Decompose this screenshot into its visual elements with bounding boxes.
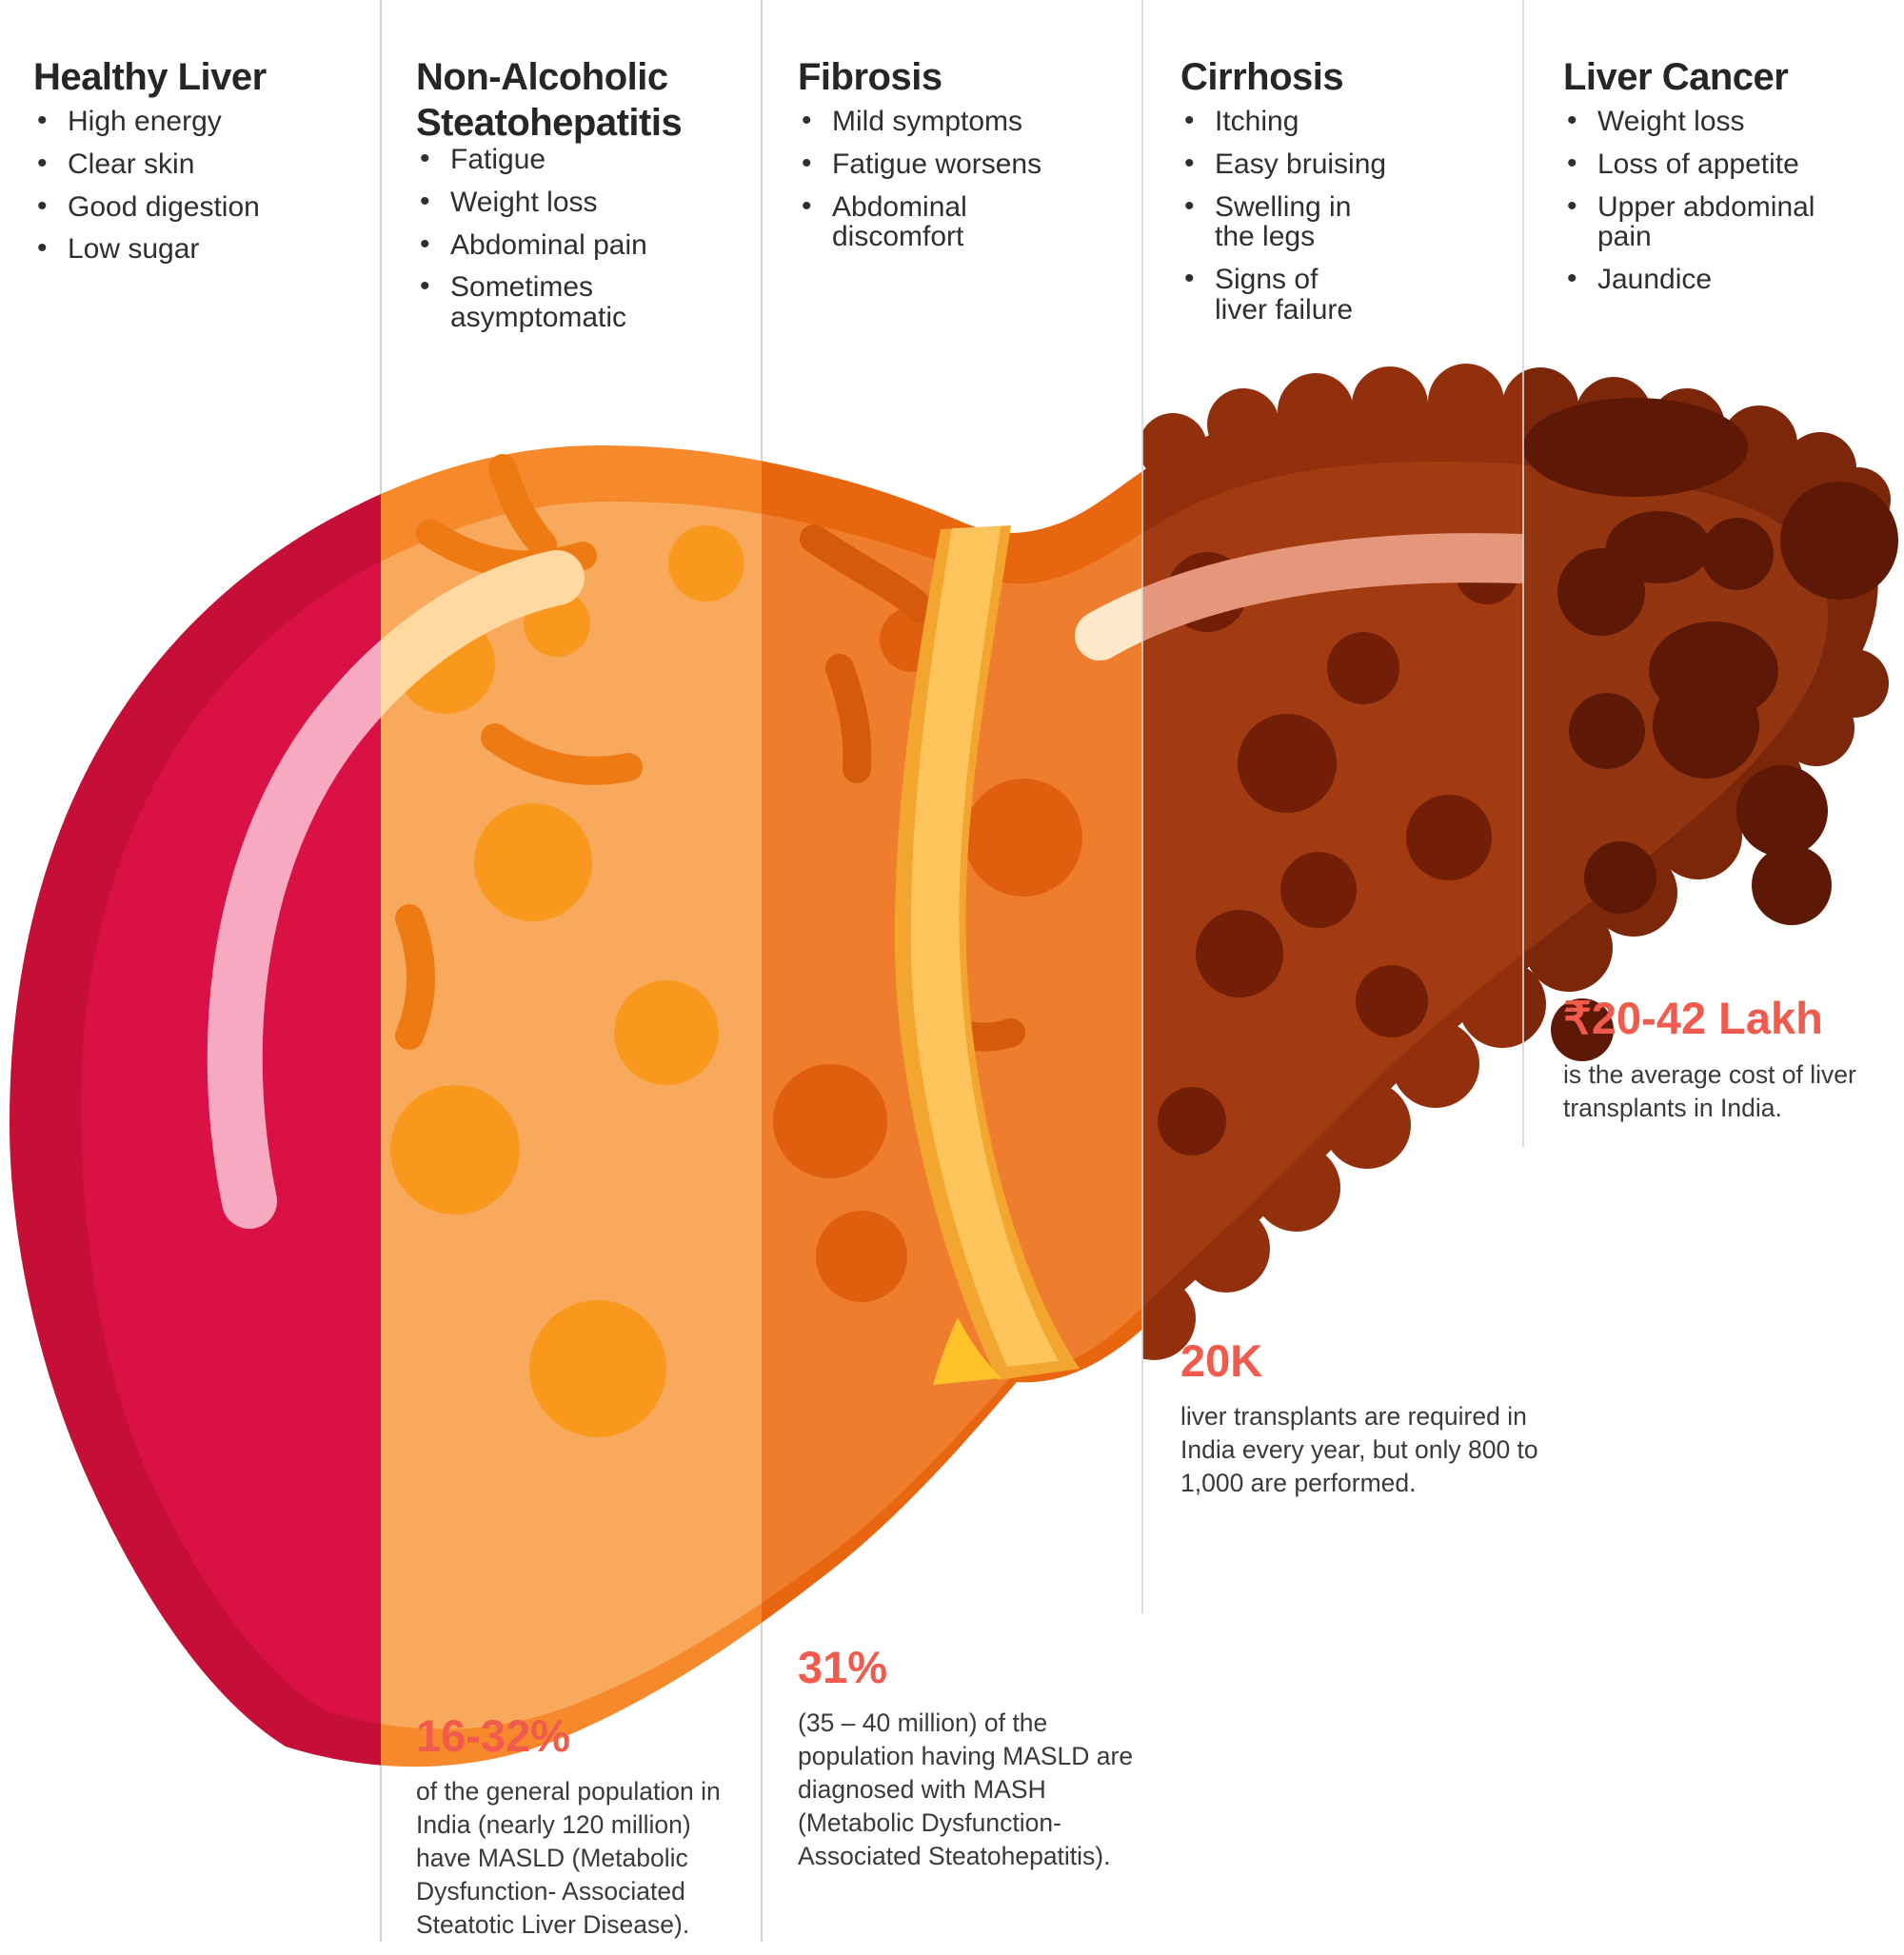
symptom-item: Itching [1180, 106, 1509, 137]
stage-title: Non-Alcoholic Steatohepatitis [416, 56, 683, 145]
symptom-item: Low sugar [33, 233, 362, 265]
stat-description: (35 – 40 million) of the population havi… [798, 1708, 1134, 1870]
stage-title: Cirrhosis [1180, 56, 1344, 99]
symptom-item: Easy bruising [1180, 148, 1509, 180]
symptom-list: Weight loss Loss of appetite Upper abdomin… [1563, 106, 1892, 307]
symptom-item: Swelling in the legs [1180, 191, 1509, 253]
symptom-item: Good digestion [33, 191, 362, 223]
symptom-item: Abdominal discomfort [798, 191, 1126, 253]
symptom-item: Upper abdominal pain [1563, 191, 1892, 253]
symptom-item: High energy [33, 106, 362, 137]
symptom-item: Weight loss [416, 187, 744, 218]
symptom-item: Clear skin [33, 148, 362, 180]
symptom-list: High energy Clear skin Good digestion Low s… [33, 106, 362, 277]
symptom-list: Fatigue Weight loss Abdominal pain Sometime… [416, 144, 744, 346]
symptom-item: Abdominal pain [416, 229, 744, 261]
stat-masld-prevalence: 16-32% of the general population in Indi… [416, 1709, 744, 1942]
stat-description: liver transplants are required in India … [1180, 1402, 1538, 1497]
symptom-item: Weight loss [1563, 106, 1892, 137]
symptom-item: Fatigue [416, 144, 744, 175]
stat-value: 31% [798, 1642, 888, 1692]
symptom-item: Signs of liver failure [1180, 264, 1509, 326]
stage-title: Healthy Liver [33, 56, 267, 99]
stat-description: is the average cost of liver transplants… [1563, 1060, 1856, 1122]
symptom-item: Jaundice [1563, 264, 1892, 295]
stat-mash-diagnosis: 31% (35 – 40 million) of the population … [798, 1641, 1152, 1873]
stat-transplants-required: 20K liver transplants are required in In… [1180, 1334, 1554, 1500]
column-divider [1522, 0, 1524, 1147]
symptom-item: Sometimes asymptomatic [416, 271, 744, 333]
column-divider [1141, 0, 1143, 1613]
liver-band-fibrosis [762, 364, 1142, 1767]
symptom-item: Loss of appetite [1563, 148, 1892, 180]
symptom-item: Fatigue worsens [798, 148, 1126, 180]
symptom-list: Itching Easy bruising Swelling in the legs… [1180, 106, 1509, 338]
stat-value: 20K [1180, 1335, 1263, 1386]
stat-value: ₹20-42 Lakh [1563, 993, 1823, 1043]
ligament-ribbon [894, 525, 1080, 1385]
stage-title: Fibrosis [798, 56, 942, 99]
symptom-list: Mild symptoms Fatigue worsens Abdominal di… [798, 106, 1126, 265]
symptom-item: Mild symptoms [798, 106, 1126, 137]
stat-transplant-cost: ₹20-42 Lakh is the average cost of liver… [1563, 992, 1887, 1125]
stage-title: Liver Cancer [1563, 56, 1789, 99]
stat-description: of the general population in India (near… [416, 1777, 721, 1939]
stat-value: 16-32% [416, 1710, 570, 1761]
